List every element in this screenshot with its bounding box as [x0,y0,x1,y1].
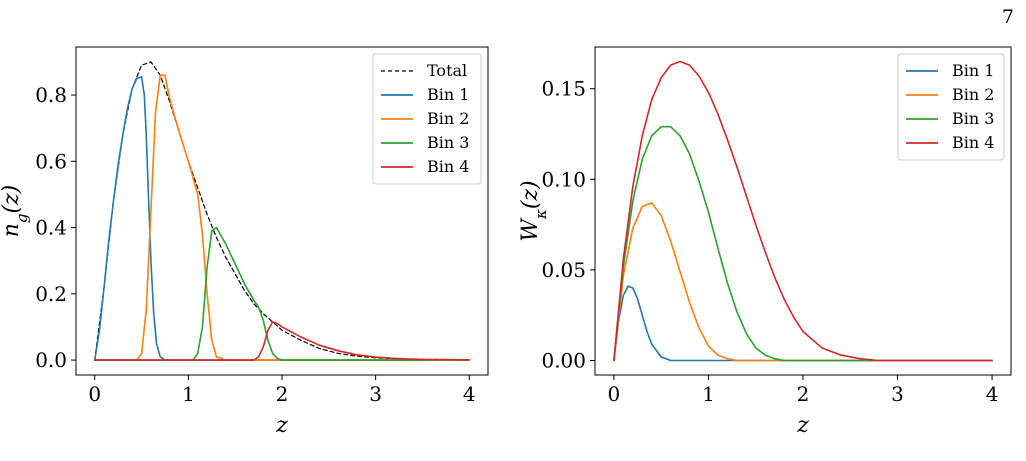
chart2-series-bin-2 [613,202,993,362]
chart2-ytick-label-2: 0.10 [541,167,586,191]
chart1-legend-label-bin-2: Bin 2 [427,109,469,128]
chart2-legend: Bin 1 Bin 2 Bin 3 Bin 4 [897,53,1005,161]
chart2-x-axis-label: z [796,413,809,438]
chart1-ytick-label-4: 0.8 [35,83,67,107]
chart1-series-total [94,61,470,361]
chart2-series-bin-1 [613,285,993,362]
chart2-legend-box [897,53,1005,161]
chart1-xtick-label-1: 1 [182,382,195,406]
chart1-series-group [93,61,471,361]
chart1-legend-label-bin-1: Bin 1 [427,85,469,104]
chart2-xtick-label-3: 3 [891,382,904,406]
chart1-legend-label-bin-4: Bin 4 [427,157,469,176]
page-number: 7 [1001,6,1014,28]
chart2-legend-label-bin-1: Bin 1 [952,61,994,80]
chart2-series-bin-4 [613,60,993,362]
chart2-xtick-label-4: 4 [986,382,999,406]
chart2-ytick-label-0: 0.00 [541,349,586,373]
chart1-ytick-label-2: 0.4 [35,216,67,240]
chart1-series-bin-1 [93,76,471,361]
chart1-ytick-label-3: 0.6 [35,149,67,173]
chart2-ytick-label-3: 0.15 [541,77,586,101]
chart2-xtick-label-1: 1 [702,382,715,406]
chart1-legend: Total Bin 1 Bin 2 Bin 3 Bin 4 [372,53,482,185]
chart-panel-ng: 0 1 2 3 4 0.0 0.2 0.4 0.6 0.8 z ng(z) Total Bin 1 Bin … [0,46,489,438]
chart1-y-axis-label: ng(z) [0,185,31,238]
chart2-legend-label-bin-3: Bin 3 [952,109,994,128]
chart1-xtick-label-3: 3 [369,382,382,406]
chart1-series-bin-2 [93,74,471,361]
chart1-legend-box [372,53,482,185]
chart1-xtick-label-2: 2 [276,382,289,406]
chart2-xtick-label-0: 0 [608,382,621,406]
chart2-y-axis-label: Wκ(z) [518,180,550,241]
chart1-x-axis-label: z [275,413,288,438]
chart2-legend-label-bin-4: Bin 4 [952,133,994,152]
chart1-ytick-label-0: 0.0 [35,348,67,372]
chart1-legend-label-total: Total [427,61,467,80]
chart1-series-bin-4 [93,321,471,361]
chart2-ytick-label-1: 0.05 [541,258,586,282]
chart1-legend-label-bin-3: Bin 3 [427,133,469,152]
chart2-xtick-label-2: 2 [797,382,810,406]
chart2-series-group [613,60,993,362]
chart1-ytick-label-1: 0.2 [35,282,67,306]
chart1-series-bin-3 [93,226,471,361]
chart2-legend-label-bin-2: Bin 2 [952,85,994,104]
chart2-series-bin-3 [613,125,993,362]
chart1-xtick-label-4: 4 [463,382,476,406]
chart1-xtick-label-0: 0 [88,382,101,406]
